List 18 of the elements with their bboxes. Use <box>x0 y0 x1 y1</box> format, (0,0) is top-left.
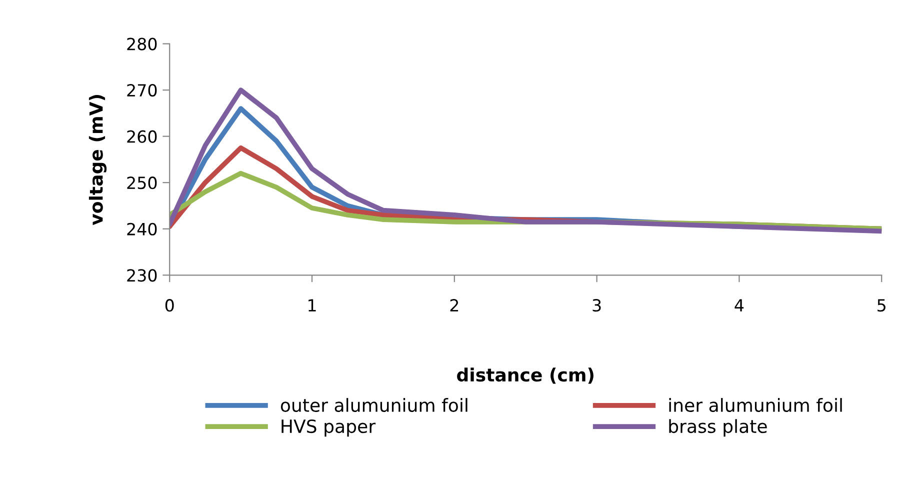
y-axis-title: voltage (mV) <box>88 95 107 226</box>
y-tick-label: 270 <box>127 84 157 97</box>
x-tick-label: 2 <box>450 299 458 312</box>
y-tick-label: 260 <box>127 130 157 143</box>
legend-label: iner alumunium foil <box>669 398 842 412</box>
legend-label: outer alumunium foil <box>280 398 468 412</box>
y-tick-label: 240 <box>127 222 157 236</box>
x-tick-label: 0 <box>165 299 174 312</box>
x-tick-label: 5 <box>878 299 886 312</box>
x-tick-label: 1 <box>308 299 316 312</box>
legend-label: HVS paper <box>282 419 376 437</box>
x-tick-label: 3 <box>592 299 601 312</box>
y-tick-label: 230 <box>127 269 157 282</box>
y-tick-label: 250 <box>127 176 157 190</box>
legend-label: brass plate <box>669 419 767 437</box>
x-tick-label: 4 <box>734 299 744 312</box>
y-tick-label: 280 <box>127 38 157 50</box>
x-axis-title: distance (cm) <box>457 368 594 384</box>
